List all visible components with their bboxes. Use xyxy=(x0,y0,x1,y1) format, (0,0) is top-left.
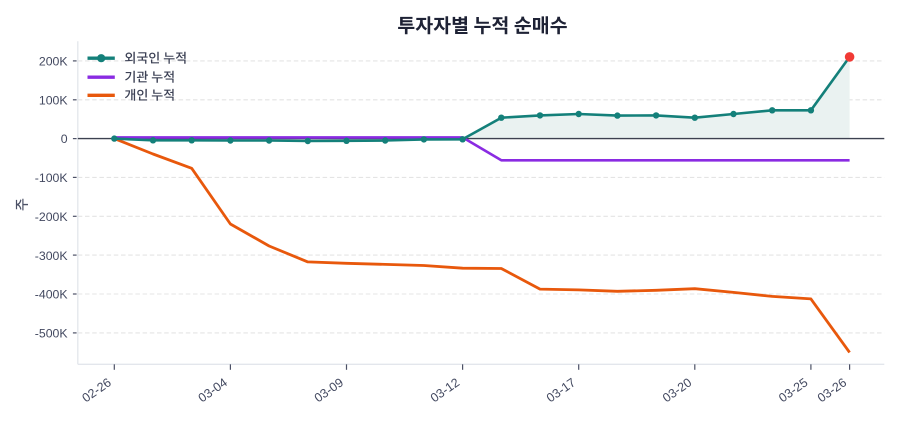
svg-text:-100K: -100K xyxy=(35,171,69,185)
svg-text:100K: 100K xyxy=(39,93,69,107)
svg-text:-300K: -300K xyxy=(35,249,69,263)
svg-text:200K: 200K xyxy=(39,55,69,69)
svg-text:-500K: -500K xyxy=(35,327,69,341)
svg-text:-400K: -400K xyxy=(35,288,69,302)
svg-text:-200K: -200K xyxy=(35,210,69,224)
svg-text:0: 0 xyxy=(61,132,68,146)
